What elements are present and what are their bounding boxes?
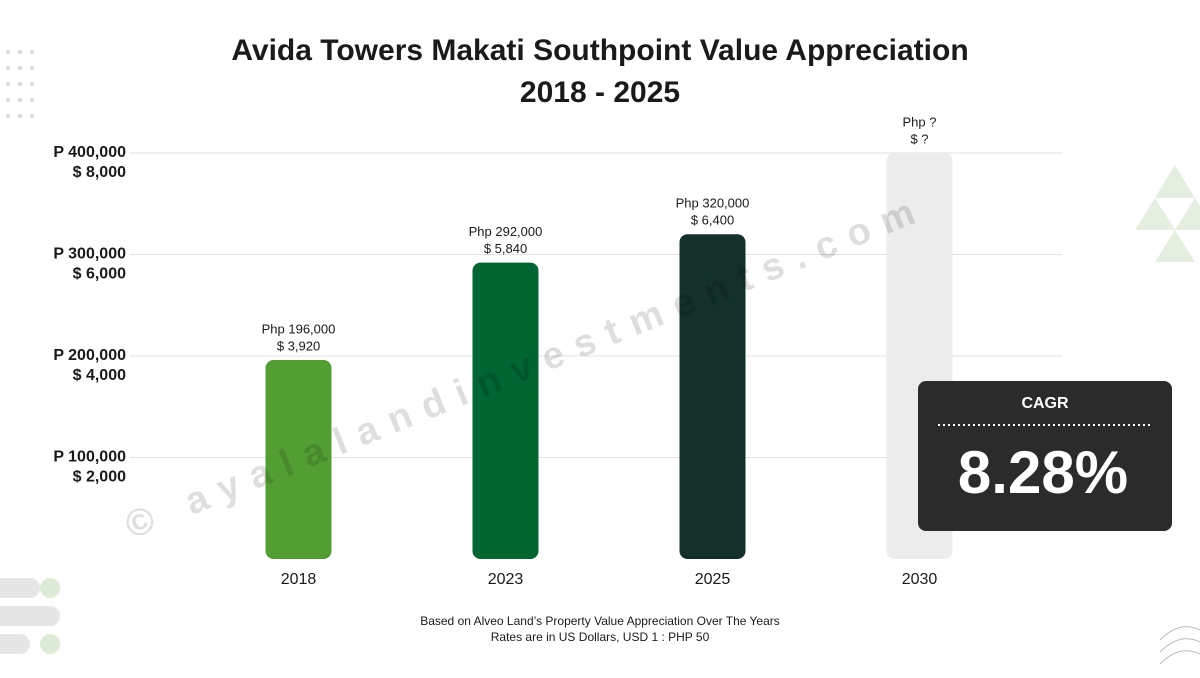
value-label: Php 292,000 <box>469 224 543 239</box>
chart-title: Avida Towers Makati Southpoint Value App… <box>231 34 968 67</box>
cagr-title: CAGR <box>1021 395 1069 412</box>
value-label: Php 320,000 <box>676 196 750 211</box>
bar <box>472 262 539 559</box>
y2-tick-label: $ 4,000 <box>73 367 126 384</box>
footnote: Based on Alveo Land’s Property Value App… <box>420 614 780 628</box>
y-tick-label: P 300,000 <box>53 246 126 263</box>
x-tick-label: 2025 <box>695 571 731 588</box>
y-tick-label: P 400,000 <box>53 144 126 161</box>
y-tick-label: P 200,000 <box>53 347 126 364</box>
bar <box>265 360 332 559</box>
plot: P 100,000 P 200,000 P 300,000 P 400,000 $ 2,… <box>53 114 1062 588</box>
x-tick-label: 2030 <box>902 571 938 588</box>
cagr-box <box>918 381 1172 531</box>
y2-tick-label: $ 6,000 <box>73 266 126 283</box>
x-tick-label: 2018 <box>281 571 317 588</box>
y2-tick-label: $ 8,000 <box>73 164 126 181</box>
value-label: $ ? <box>910 131 928 146</box>
value-label: $ 3,920 <box>277 338 320 353</box>
cagr-value: 8.28% <box>958 439 1128 506</box>
value-label: $ 6,400 <box>691 213 734 228</box>
chart-title: 2018 - 2025 <box>520 76 680 109</box>
y-tick-label: P 100,000 <box>53 449 126 466</box>
value-label: Php 196,000 <box>262 321 336 336</box>
x-tick-label: 2023 <box>488 571 524 588</box>
y2-tick-label: $ 2,000 <box>73 469 126 486</box>
value-label: $ 5,840 <box>484 241 527 256</box>
decoration <box>0 50 1200 665</box>
value-label: Php ? <box>903 114 937 129</box>
bar <box>679 234 746 559</box>
footnote: Rates are in US Dollars, USD 1 : PHP 50 <box>491 630 710 644</box>
